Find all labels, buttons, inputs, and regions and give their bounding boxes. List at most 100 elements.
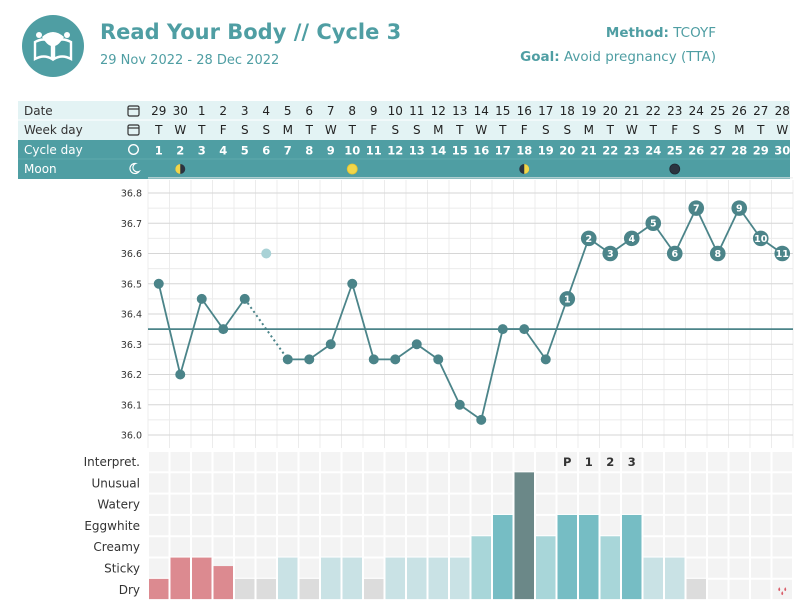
logo	[22, 15, 84, 77]
temp-point-label: 2	[585, 234, 592, 245]
cycle-day-cell: 26	[688, 144, 704, 158]
cycle-day-cell: 7	[284, 144, 292, 158]
cycle-day-cell: 6	[262, 144, 270, 158]
mucus-grid-cell	[385, 473, 405, 493]
date-range: 29 Nov 2022 - 28 Dec 2022	[100, 53, 280, 68]
mucus-grid-cell	[321, 494, 341, 514]
calendar-body	[127, 124, 140, 136]
mucus-grid-cell	[428, 537, 448, 557]
date-row-label: Date	[24, 104, 53, 118]
temp-point-labeled	[688, 200, 705, 216]
mucus-bar-creamy	[536, 536, 556, 600]
weekday-cell: F	[521, 123, 528, 137]
date-cell: 25	[710, 104, 725, 118]
mucus-grid-cell	[278, 537, 298, 557]
mucus-grid-cell	[407, 537, 427, 557]
mucus-grid-cell	[342, 473, 362, 493]
mucus-bar-bleeding	[149, 578, 169, 600]
mucus-grid-cell	[686, 558, 706, 578]
mucus-grid-cell	[686, 515, 706, 536]
temp-segment	[329, 283, 354, 345]
mucus-grid-cell	[579, 473, 599, 493]
mucus-grid-cell	[213, 537, 233, 557]
cycle-day-cell: 30	[774, 144, 790, 158]
date-cell: 13	[452, 104, 467, 118]
mucus-bar-creamy	[471, 536, 491, 600]
mucus-grid-cell	[751, 515, 771, 536]
temp-tick-label: 36.0	[121, 431, 142, 442]
moon-new-icon	[669, 163, 681, 175]
mucus-grid-cell	[450, 452, 470, 472]
mucus-grid-cell	[299, 452, 319, 472]
mucus-bar-sticky	[385, 557, 405, 600]
temp-point-label: 9	[736, 204, 743, 215]
cycle-day-cell: 12	[387, 144, 403, 158]
mucus-row-label: Dry	[119, 583, 140, 597]
mucus-grid-cell	[450, 515, 470, 536]
mucus-grid-cell	[708, 473, 728, 493]
mucus-grid-cell	[751, 558, 771, 578]
cycle-day-cell: 25	[667, 144, 683, 158]
weekday-cell: F	[370, 123, 377, 137]
mucus-grid-cell	[579, 452, 599, 472]
mucus-grid-cell	[192, 494, 212, 514]
mucus-grid-cell	[149, 515, 169, 536]
mucus-bar-eggwhite	[622, 514, 642, 600]
calendar-icon	[127, 105, 140, 117]
mucus-grid-cell	[170, 494, 190, 514]
interpretation-marker: 3	[628, 455, 636, 469]
cycle-day-cell: 11	[366, 144, 382, 158]
date-cell: 5	[284, 104, 292, 118]
mucus-grid-cell	[708, 537, 728, 557]
moon-last-quarter-icon	[175, 164, 186, 174]
temp-segment-dotted	[243, 298, 289, 360]
mucus-grid-cell	[428, 473, 448, 493]
temp-segment	[437, 358, 461, 406]
temp-segment	[716, 207, 741, 254]
mucus-grid-cell	[170, 473, 190, 493]
temp-point	[175, 369, 186, 380]
date-cell: 10	[388, 104, 403, 118]
mucus-grid-cell	[407, 515, 427, 536]
mucus-grid-cell	[235, 515, 255, 536]
mucus-grid-cell	[579, 494, 599, 514]
mucus-grid-cell	[622, 473, 642, 493]
mucus-row-label: Eggwhite	[84, 519, 140, 533]
date-cell: 1	[198, 104, 206, 118]
temp-point-labeled	[731, 200, 748, 216]
date-cell: 11	[409, 104, 424, 118]
mucus-bar-sticky	[321, 557, 341, 600]
mucus-grid-cell	[364, 515, 384, 536]
cycle-day-cell: 24	[645, 144, 661, 158]
mucus-grid-cell	[450, 473, 470, 493]
date-cell: 28	[775, 104, 790, 118]
mucus-grid-cell	[643, 494, 663, 514]
mucus-grid-cell	[729, 473, 749, 493]
temp-point	[153, 278, 164, 289]
weekday-cell: S	[241, 123, 249, 137]
mucus-grid-cell	[686, 452, 706, 472]
weekday-cell: T	[606, 123, 615, 137]
mucus-grid-cell	[364, 494, 384, 514]
mucus-grid-cell	[342, 494, 362, 514]
mucus-grid-cell	[364, 537, 384, 557]
temp-point-excluded	[261, 248, 272, 259]
mucus-grid-cell	[772, 515, 792, 536]
temp-point	[325, 339, 336, 350]
calendar-body	[127, 105, 140, 117]
method-value: TCOYF	[673, 25, 716, 41]
moon-disc	[346, 163, 358, 175]
weekday-cell: F	[671, 123, 678, 137]
temp-point-label: 6	[671, 249, 678, 260]
temp-tick-label: 36.1	[121, 400, 142, 411]
mucus-grid-cell	[407, 494, 427, 514]
mucus-grid-cell	[643, 537, 663, 557]
weekday-cell: W	[475, 123, 487, 137]
mucus-grid-cell	[364, 452, 384, 472]
date-cell: 27	[753, 104, 768, 118]
mucus-grid-cell	[342, 537, 362, 557]
mucus-grid-cell	[772, 579, 792, 600]
cycle-day-cell: 5	[241, 144, 249, 158]
mucus-grid-cell	[256, 452, 276, 472]
